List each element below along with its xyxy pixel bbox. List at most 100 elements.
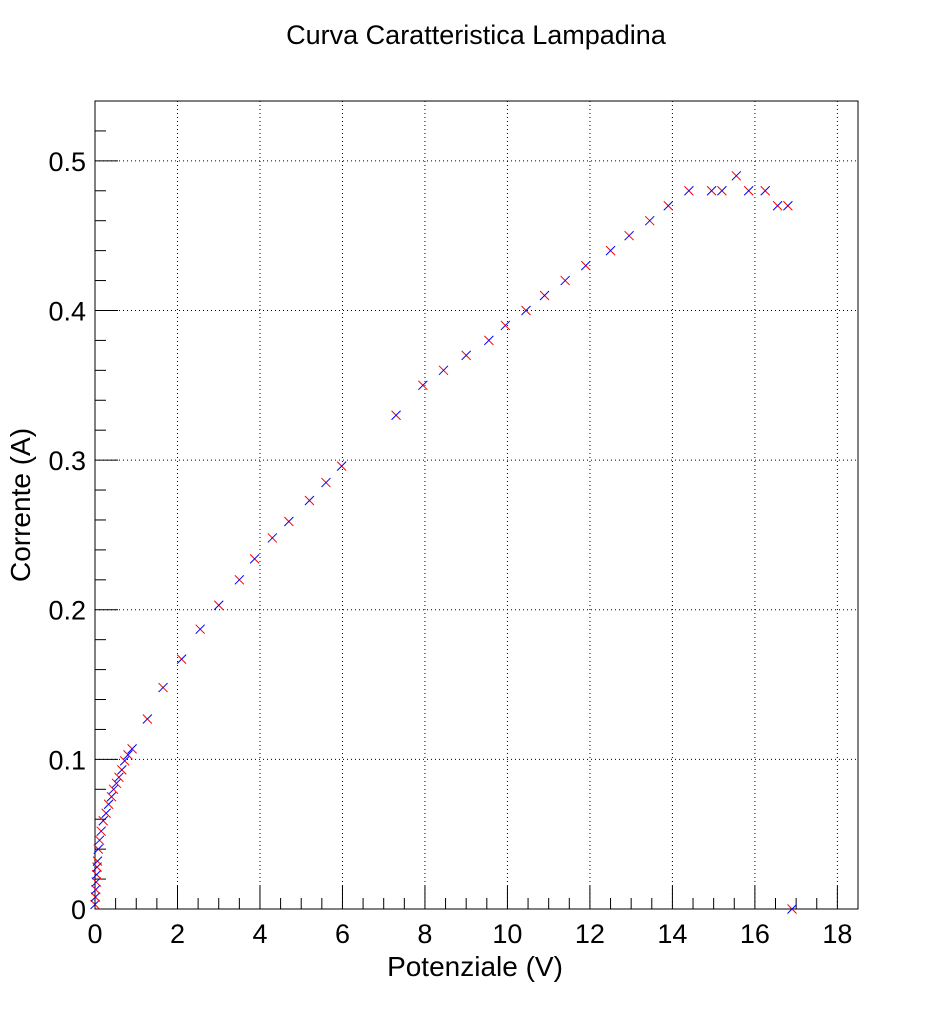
data-point [560, 275, 571, 286]
data-point [684, 185, 694, 196]
data-point-stroke-b [98, 815, 109, 826]
data-point [283, 516, 294, 527]
data-point-stroke-b [142, 714, 153, 724]
data-point-stroke-b [336, 461, 347, 471]
data-point [111, 778, 122, 789]
data-point [213, 600, 224, 611]
data-point [783, 200, 793, 211]
data-point-stroke-b [119, 756, 130, 766]
data-point [743, 185, 754, 196]
data-point-stroke-b [787, 904, 797, 914]
data-point [663, 200, 674, 211]
data-point-stroke-b [267, 533, 278, 543]
x-tick-label: 4 [252, 919, 267, 949]
data-point [116, 764, 127, 775]
data-point [717, 185, 727, 196]
point-layer [90, 170, 797, 914]
data-point-stroke-b [96, 826, 107, 837]
data-point-stroke-b [461, 350, 472, 361]
x-tick-label: 6 [335, 919, 350, 949]
data-point [108, 784, 119, 795]
chart-title: Curva Caratteristica Lampadina [286, 20, 667, 50]
data-point [127, 744, 137, 754]
y-tick-label: 0.3 [48, 446, 86, 476]
data-point-stroke-b [484, 335, 494, 346]
data-point [461, 350, 472, 361]
data-point [90, 892, 101, 902]
data-point [605, 245, 616, 256]
data-point-stroke-b [772, 200, 783, 211]
y-axis-label: Corrente (A) [5, 428, 36, 582]
data-point [249, 554, 260, 564]
data-point [106, 791, 117, 802]
data-point-stroke-b [123, 750, 133, 760]
data-point [267, 533, 278, 543]
data-point-stroke-b [127, 744, 137, 754]
data-point-stroke-b [321, 477, 331, 488]
y-tick-label: 0.2 [48, 596, 86, 626]
data-point-stroke-b [580, 260, 591, 271]
data-point-stroke-b [101, 808, 111, 819]
data-point [119, 756, 130, 766]
x-tick-label: 18 [822, 919, 852, 949]
data-point-stroke-b [438, 365, 449, 376]
data-point-stroke-b [283, 516, 294, 527]
data-point [91, 869, 102, 880]
data-point-stroke-b [663, 200, 674, 211]
data-point [336, 461, 347, 471]
data-point [103, 799, 114, 810]
data-point [539, 290, 550, 301]
data-point [787, 904, 797, 914]
x-axis-label: Potenziale (V) [387, 951, 563, 982]
data-point-stroke-b [103, 799, 114, 810]
data-point-stroke-b [249, 554, 260, 564]
data-point-stroke-b [93, 844, 104, 855]
data-point [772, 200, 783, 211]
data-point-stroke-b [783, 200, 793, 211]
data-point [92, 856, 103, 866]
data-point [484, 335, 494, 346]
data-point [114, 772, 124, 783]
label-layer: 0 2 4 6 8 10 12 14 16 18 0 0.1 0.2 0.3 0.4 0.5 [48, 147, 852, 949]
data-point [142, 714, 153, 724]
x-tick-label: 16 [740, 919, 770, 949]
x-tick-label: 10 [492, 919, 522, 949]
data-point-stroke-b [605, 245, 616, 256]
data-point [176, 654, 187, 664]
data-point-stroke-b [114, 772, 124, 783]
data-point [96, 826, 107, 837]
data-point-stroke-b [684, 185, 694, 196]
data-point-stroke-b [644, 215, 655, 226]
data-point-stroke-b [158, 682, 168, 693]
x-tick-label: 12 [575, 919, 605, 949]
x-tick-label: 14 [657, 919, 687, 949]
data-point-stroke-b [91, 877, 102, 887]
data-point [624, 230, 634, 241]
grid-layer [95, 101, 858, 909]
data-point [438, 365, 449, 376]
data-point-stroke-b [94, 835, 105, 846]
data-point-stroke-b [731, 170, 742, 181]
data-point-stroke-b [539, 290, 550, 301]
data-point [101, 808, 111, 819]
data-point-stroke-b [195, 624, 206, 635]
data-point-stroke-b [108, 784, 119, 795]
data-point-stroke-b [418, 380, 428, 391]
y-tick-label: 0.1 [48, 745, 86, 775]
data-point [123, 750, 133, 760]
data-point [321, 477, 331, 488]
y-tick-label: 0.4 [48, 296, 86, 326]
data-point [760, 185, 771, 196]
data-point-stroke-b [743, 185, 754, 196]
data-point-stroke-b [92, 856, 103, 866]
data-point [500, 320, 511, 331]
data-point-stroke-b [717, 185, 727, 196]
data-point [93, 844, 104, 855]
data-point [418, 380, 428, 391]
data-point [304, 495, 315, 506]
data-point [90, 899, 100, 910]
plot-frame [94, 100, 859, 910]
data-point [391, 410, 401, 421]
